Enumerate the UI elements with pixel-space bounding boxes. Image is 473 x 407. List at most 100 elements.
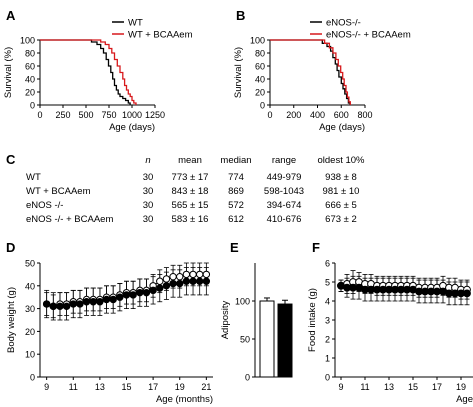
y-tick-label: 2	[325, 335, 330, 345]
survival-curve-control	[40, 39, 131, 105]
filled-marker	[42, 300, 51, 308]
filled-marker	[169, 279, 177, 288]
x-tick-label: 600	[334, 110, 349, 120]
table-cell: WT	[26, 172, 41, 183]
filled-marker	[109, 295, 117, 304]
summary-table: n mean median range oldest 10% WT 30 773 ± 17 77…	[26, 155, 365, 225]
filled-marker	[156, 284, 164, 292]
filled-marker	[129, 291, 137, 299]
table-cell: 666 ± 5	[325, 200, 357, 211]
table-cell: 598-1043	[264, 186, 304, 197]
panel-letter-a: A	[6, 8, 16, 23]
filled-marker	[116, 293, 124, 301]
panel-b-legend: eNOS-/-eNOS-/- + BCAAem	[310, 18, 411, 41]
panel-f-chart: 0 1 2 3 4 5 6 9 11 13 15 17 19 Food intake (g) Age	[307, 259, 473, 405]
table-cell: 612	[228, 214, 244, 225]
x-tick-label: 11	[360, 382, 369, 392]
legend-label: eNOS-/- + BCAAem	[326, 30, 411, 41]
y-tick-label: 20	[25, 327, 35, 337]
x-tick-label: 1250	[145, 110, 165, 120]
table-cell: WT + BCAAem	[26, 186, 91, 197]
y-axis-label: Body weight (g)	[6, 287, 17, 353]
filled-marker	[176, 279, 184, 288]
legend-label: WT	[128, 18, 143, 29]
table-cell: 583 ± 16	[172, 214, 209, 225]
filled-marker	[202, 277, 211, 285]
filled-marker	[162, 282, 171, 290]
y-tick-label: 6	[325, 259, 330, 269]
y-axis-label: Food intake (g)	[307, 288, 318, 352]
table-cell: 572	[228, 200, 244, 211]
y-tick-label: 30	[25, 304, 35, 314]
panel-e-bars	[259, 297, 293, 378]
y-tick-label: 0	[30, 101, 35, 111]
filled-marker	[195, 277, 204, 285]
x-axis-label: Age (days)	[109, 122, 155, 133]
panel-b-series	[270, 39, 351, 105]
panel-letter-c: C	[6, 152, 16, 167]
legend-label: eNOS-/-	[326, 18, 361, 29]
y-tick-label: 0	[325, 373, 330, 383]
x-tick-label: 15	[408, 382, 418, 392]
open-marker	[195, 270, 204, 279]
panel-f-axes: 0 1 2 3 4 5 6 9 11 13 15 17 19 Food intake (g) Age	[307, 259, 473, 405]
y-tick-label: 20	[25, 88, 35, 98]
panel-e-chart: 0 50 100 Adiposity	[220, 263, 293, 383]
y-tick-label: 4	[325, 297, 330, 307]
table-cell: 410-676	[267, 214, 302, 225]
panel-d-axes: 0 10 20 30 40 50 9 11 13 15 17 19 21 Body weight (g) A…	[6, 259, 213, 405]
survival-curve-bcaaem	[40, 39, 137, 105]
table-cell: 938 ± 8	[325, 172, 357, 183]
table-cell: 843 ± 18	[172, 186, 209, 197]
y-tick-label: 0	[30, 373, 35, 383]
y-tick-label: 100	[235, 297, 250, 307]
y-tick-label: 80	[25, 49, 35, 59]
open-marker	[202, 270, 211, 279]
table-cell: 673 ± 2	[325, 214, 357, 225]
y-tick-label: 40	[25, 75, 35, 85]
x-axis-label: Age	[456, 394, 473, 405]
open-marker	[189, 270, 197, 279]
x-tick-label: 19	[175, 382, 185, 392]
table-header-cell: mean	[178, 155, 202, 166]
filled-marker	[62, 302, 71, 311]
panel-a-series	[40, 39, 137, 105]
x-axis-label: Age (days)	[319, 122, 365, 133]
x-tick-label: 17	[432, 382, 442, 392]
legend-label: WT + BCAAem	[128, 30, 193, 41]
y-tick-label: 40	[255, 75, 265, 85]
y-tick-label: 10	[25, 350, 35, 360]
y-tick-label: 60	[255, 62, 265, 72]
table-header-cell: range	[272, 155, 296, 166]
x-tick-label: 17	[148, 382, 158, 392]
survival-curve-control	[270, 39, 351, 105]
table-cell: 869	[228, 186, 244, 197]
panel-letter-d: D	[6, 240, 15, 255]
y-tick-label: 100	[20, 36, 35, 46]
y-axis-label: Survival (%)	[3, 47, 14, 98]
survival-curve-bcaaem	[270, 39, 351, 105]
filled-marker	[49, 302, 58, 311]
x-tick-label: 0	[267, 110, 272, 120]
y-tick-label: 20	[255, 88, 265, 98]
panel-f-series	[337, 270, 471, 306]
filled-marker	[69, 300, 77, 308]
y-axis-label: Survival (%)	[233, 47, 244, 98]
table-header-cell: median	[220, 155, 251, 166]
bar-control	[259, 300, 275, 378]
filled-marker	[122, 291, 131, 299]
y-tick-label: 1	[325, 354, 330, 364]
x-tick-label: 500	[78, 110, 93, 120]
table-cell: eNOS -/-	[26, 200, 63, 211]
table-cell: 565 ± 15	[172, 200, 209, 211]
panel-b-axes: 0 20 40 60 80 100 0 200 400 600 800 Survival (%) Age…	[233, 36, 373, 134]
table-header-cell: n	[145, 155, 150, 166]
filled-marker	[142, 288, 151, 297]
panel-letter-f: F	[312, 240, 320, 255]
filled-marker	[189, 277, 197, 285]
x-tick-label: 19	[456, 382, 466, 392]
y-tick-label: 60	[25, 62, 35, 72]
x-tick-label: 250	[55, 110, 70, 120]
